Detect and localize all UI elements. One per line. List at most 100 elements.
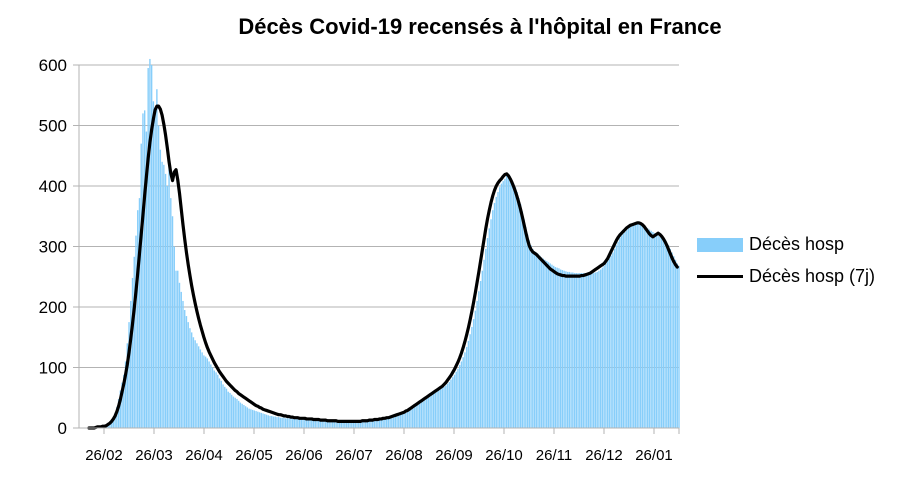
bar [333, 421, 336, 428]
bar [312, 420, 315, 428]
bar [518, 198, 520, 428]
bar [493, 202, 496, 428]
bar [323, 421, 325, 428]
bar [462, 357, 464, 428]
bar [117, 398, 120, 428]
bar [446, 383, 449, 428]
bar [631, 225, 633, 428]
bar [340, 421, 343, 428]
bar [241, 403, 243, 428]
bar [335, 421, 337, 428]
bar [140, 143, 142, 428]
bar [283, 417, 285, 428]
bar [434, 392, 437, 428]
bar [227, 391, 229, 428]
bar [180, 291, 182, 429]
bar [669, 248, 671, 428]
bar [307, 420, 309, 428]
bar [361, 421, 363, 428]
bar [271, 415, 273, 428]
x-tick-label: 26/03 [135, 447, 173, 464]
bar [519, 204, 522, 428]
bar [424, 400, 426, 428]
bar [159, 149, 162, 428]
bar [673, 256, 675, 428]
bar [438, 390, 440, 428]
bar [601, 267, 604, 428]
bar [439, 389, 442, 428]
bar [582, 273, 584, 428]
bar [147, 68, 149, 429]
bar [535, 252, 537, 428]
bar [177, 270, 179, 428]
bar [652, 231, 654, 428]
bar [657, 235, 659, 428]
bar [443, 386, 445, 428]
bar [441, 388, 443, 428]
bar [587, 273, 590, 428]
bar [405, 412, 407, 429]
bar [420, 402, 423, 428]
bar [537, 253, 539, 428]
legend-item-bars: Décès hosp [697, 234, 844, 255]
bar [276, 417, 278, 428]
bar [497, 192, 499, 428]
bar [208, 361, 210, 428]
bar [483, 259, 485, 428]
bar [532, 248, 534, 428]
bar [119, 390, 122, 428]
bar [563, 270, 565, 428]
bar [525, 227, 527, 428]
bar [206, 358, 209, 428]
bar [504, 178, 506, 428]
bar [251, 409, 254, 428]
bar [237, 400, 240, 428]
bar [459, 365, 461, 428]
bar [145, 131, 148, 429]
bar [436, 391, 438, 428]
bar [394, 416, 397, 428]
bar [539, 255, 541, 428]
bar [243, 405, 245, 428]
bar [189, 328, 191, 428]
bar [410, 409, 412, 428]
bar [352, 421, 355, 428]
bar [168, 161, 170, 429]
bar [453, 374, 456, 428]
bar [542, 258, 544, 428]
x-tick-label: 26/05 [235, 447, 273, 464]
bar [464, 352, 466, 429]
bar [351, 421, 353, 428]
line-series [87, 104, 679, 430]
bar [149, 58, 151, 428]
bar [429, 396, 431, 428]
bar [586, 273, 588, 428]
bar [385, 418, 388, 428]
line-series-path [87, 104, 679, 430]
bar [605, 263, 607, 428]
bar [662, 239, 665, 428]
bar [150, 65, 153, 428]
bar [432, 394, 435, 428]
bar [638, 223, 640, 428]
bar [398, 415, 400, 428]
bar [267, 415, 269, 428]
bar [502, 181, 504, 428]
bar [225, 388, 228, 428]
x-tick-label: 26/07 [335, 447, 373, 464]
bar [566, 271, 569, 428]
bar [371, 420, 374, 428]
bar [664, 240, 666, 428]
bar [474, 310, 477, 428]
bar [472, 319, 475, 428]
bar [112, 417, 115, 428]
x-tick-label: 26/08 [385, 447, 423, 464]
bar [533, 251, 536, 428]
bar [455, 371, 457, 428]
bar [319, 420, 322, 428]
bar [499, 187, 501, 428]
bar [526, 234, 529, 428]
bar [295, 418, 297, 428]
bar [131, 277, 134, 428]
bar [427, 397, 430, 428]
